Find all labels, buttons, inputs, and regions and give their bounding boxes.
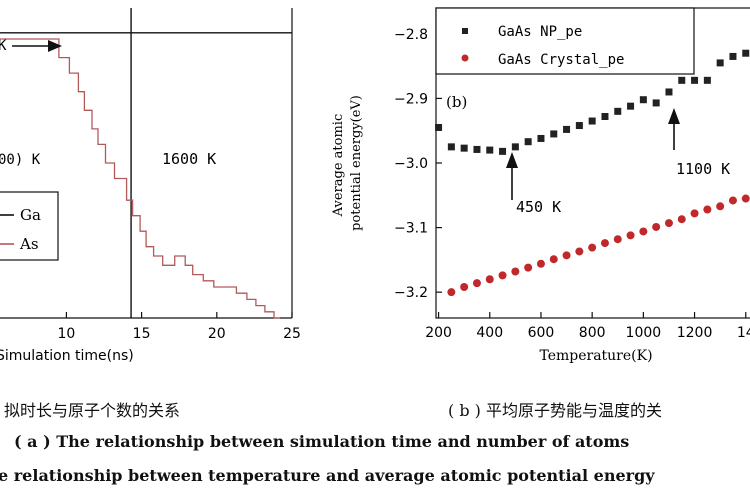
panel-b-label: (b) (446, 93, 467, 111)
panel-b-np-point (588, 117, 596, 125)
legend-ga-label: Ga (20, 206, 41, 224)
panel-b-crystal-point (575, 247, 584, 256)
panel-b-np-point (460, 144, 468, 152)
legend-np-marker (462, 28, 468, 34)
panel-b-y-axis-label: Average atomic potential energy(eV) (331, 95, 364, 231)
legend-crystal-label: GaAs Crystal_pe (498, 52, 624, 68)
panel-b-np-point (601, 113, 609, 120)
panel-b-legend: GaAs NP_pe GaAs Crystal_pe (435, 7, 695, 75)
caption-a-english: ( a ) The relationship between simulatio… (14, 432, 630, 451)
panel-b-crystal-point (613, 235, 622, 244)
panel-a-x-tick-label: 10 (57, 326, 75, 342)
panel-b-np-point (499, 147, 507, 155)
caption-b-english: e relationship between temperature and a… (0, 466, 655, 485)
panel-b-crystal-point (677, 215, 686, 224)
panel-b-y-tick-label: −2.9 (394, 91, 428, 107)
panel-b-x-axis-label: Temperature(K) (539, 348, 652, 364)
panel-b-y-tick-label: −3.2 (394, 285, 428, 301)
panel-b-crystal-point (652, 222, 661, 231)
panel-b-np-point (486, 146, 494, 154)
panel-b-crystal-point (472, 279, 481, 288)
panel-b-np-point (614, 107, 622, 115)
panel-a-x-tick-label: 15 (133, 326, 151, 342)
panel-b-crystal-point (626, 231, 635, 240)
panel-b-crystal-point (690, 209, 699, 218)
legend-crystal-marker (461, 54, 469, 62)
panel-b-annotation-1100k: 1100 K (676, 160, 730, 178)
panel-b-np-point (550, 130, 558, 138)
panel-b-np-point (691, 76, 699, 84)
panel-b-crystal-point (664, 219, 673, 228)
panel-a-ticks: 10 15 20 25 (57, 312, 301, 342)
panel-b-x-tick-label: 1200 (677, 325, 713, 341)
panel-a-x-tick-label: 25 (283, 326, 301, 342)
panel-b-series (435, 49, 750, 297)
panel-b-x-tick-label: 14 (737, 325, 750, 341)
panel-b-crystal-point (703, 205, 712, 214)
panel-b-x-tick-label: 400 (476, 325, 503, 341)
panel-b-np-point (435, 123, 443, 131)
panel-b-y-axis-label-line2: potential energy(eV) (349, 95, 364, 231)
panel-b-crystal-point (511, 267, 520, 276)
panel-b-crystal-point (588, 243, 597, 252)
panel-b-np-point (473, 145, 481, 153)
panel-b-y-tick-label: −2.8 (394, 27, 428, 43)
panel-b-arrow-450k (506, 152, 518, 200)
panel-b-x-tick-label: 200 (425, 325, 452, 341)
panel-a-x-tick-label: 20 (208, 326, 226, 342)
panel-b-crystal-point (524, 263, 533, 272)
panel-b-np-point (563, 125, 571, 133)
caption-b-chinese: ( b ) 平均原子势能与温度的关 (448, 401, 662, 420)
panel-b-np-point (652, 99, 660, 107)
legend-np-label: GaAs NP_pe (498, 24, 582, 40)
chart-panel-b: 200 400 600 800 1000 1200 14 −2.8 −2.9 −3.0 −3.1 −3… (331, 7, 750, 364)
panel-b-y-tick-label: −3.1 (394, 221, 428, 237)
panel-b-crystal-point (639, 227, 648, 236)
panel-b-np-point (524, 138, 532, 146)
panel-a-x-axis-label: Simulation time(ns) (0, 348, 134, 364)
panel-b-crystal-point (562, 251, 571, 260)
panel-b-y-tick-label: −3.0 (394, 156, 428, 172)
panel-b-np-point (729, 52, 737, 60)
panel-b-crystal-point (728, 196, 737, 205)
panel-b-crystal-point (600, 239, 609, 248)
panel-b-y-axis-label-line1: Average atomic (331, 114, 346, 218)
panel-b-np-point (627, 102, 635, 110)
panel-b-np-point (537, 134, 545, 142)
panel-b-crystal-point (460, 283, 469, 291)
panel-b-x-tick-label: 600 (528, 325, 555, 341)
panel-b-crystal-point (447, 288, 456, 297)
panel-b-crystal-point (741, 194, 750, 203)
panel-a-legend: Ga As (0, 191, 59, 261)
panel-b-ticks: 200 400 600 800 1000 1200 14 −2.8 −2.9 −3.0 −3.1 −3… (394, 27, 750, 341)
panel-b-np-point (575, 122, 583, 130)
panel-b-np-point (742, 49, 750, 57)
panel-b-np-point (447, 143, 455, 151)
panel-b-np-point (639, 96, 647, 104)
panel-a-annotation-1600k: 1600 K (162, 150, 216, 168)
panel-a-arrow (12, 40, 62, 52)
panel-b-np-point (678, 76, 686, 84)
panel-b-np-point (716, 59, 724, 67)
panel-b-crystal-point (485, 275, 494, 284)
panel-b-np-point (665, 88, 673, 96)
panel-b-x-tick-label: 1000 (626, 325, 662, 341)
panel-b-crystal-point (716, 202, 725, 211)
legend-as-label: As (19, 235, 39, 253)
panel-a-series-as-line (0, 38, 280, 319)
panel-b-arrow-1100k (668, 108, 680, 150)
panel-b-crystal-point (536, 259, 545, 268)
panel-a-series (0, 32, 292, 319)
panel-b-x-tick-label: 800 (579, 325, 606, 341)
panel-b-crystal-point (498, 271, 507, 280)
caption-a-chinese: 拟时长与原子个数的关系 (4, 401, 181, 420)
panel-b-np-point (511, 143, 519, 151)
panel-b-np-point (703, 76, 711, 84)
chart-panel-a: 10 15 20 25 K 00) K 1600 K Ga As Simulation… (0, 8, 301, 364)
panel-a-annotation-k: K (0, 38, 7, 54)
panel-a-annotation-temp-left: 00) K (0, 152, 41, 168)
panel-b-crystal-point (549, 255, 558, 264)
panel-b-annotation-450k: 450 K (516, 198, 561, 216)
